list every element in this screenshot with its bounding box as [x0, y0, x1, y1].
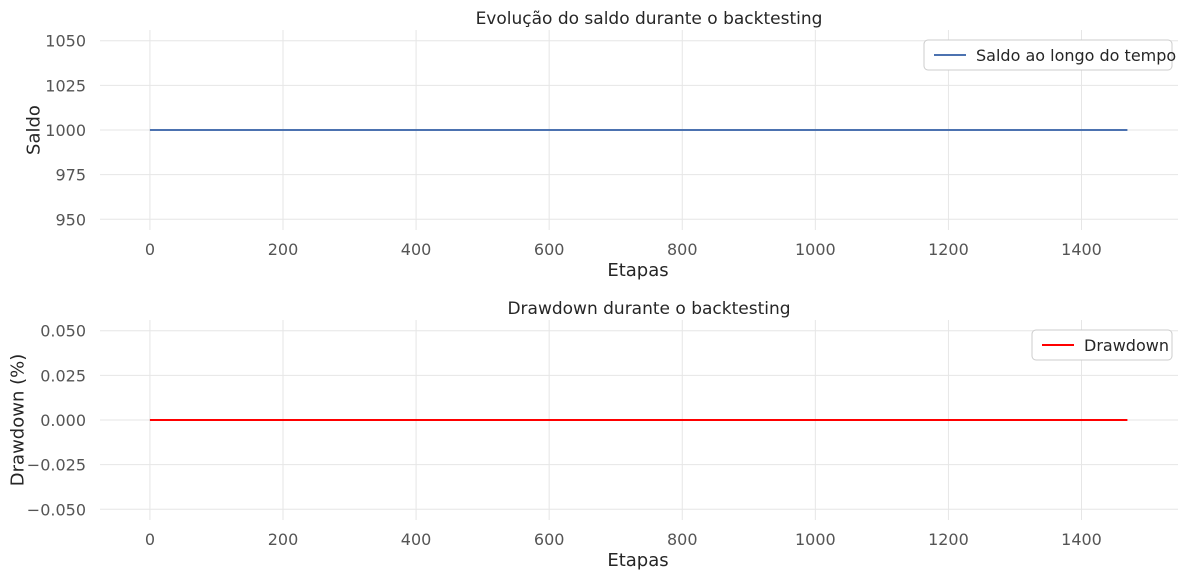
y-axis-title: Drawdown (%): [7, 354, 28, 486]
legend-label: Saldo ao longo do tempo: [976, 46, 1176, 65]
y-tick-label: 1050: [45, 32, 86, 51]
x-tick-label: 800: [667, 530, 698, 549]
legend: Saldo ao longo do tempo: [923, 39, 1176, 71]
x-tick-label: 0: [145, 530, 155, 549]
chart-title: Drawdown durante o backtesting: [507, 299, 790, 319]
x-tick-label: 600: [534, 530, 565, 549]
x-tick-label: 600: [534, 240, 565, 259]
chart-title: Evolução do saldo durante o backtesting: [476, 9, 823, 29]
x-tick-label: 200: [268, 240, 299, 259]
x-tick-label: 400: [401, 240, 432, 259]
x-tick-label: 1200: [928, 530, 969, 549]
x-tick-label: 400: [401, 530, 432, 549]
y-tick-label: 0.025: [40, 366, 86, 385]
y-tick-label: 975: [55, 166, 86, 185]
legend-frame: [923, 39, 1173, 71]
x-tick-label: 1200: [928, 240, 969, 259]
y-tick-label: 0.050: [40, 322, 86, 341]
x-tick-label: 0: [145, 240, 155, 259]
y-tick-label: 1025: [45, 76, 86, 95]
x-tick-label: 1000: [795, 530, 836, 549]
y-tick-label: 0.000: [40, 411, 86, 430]
y-tick-label: −0.050: [27, 500, 86, 519]
legend: Drawdown: [1031, 329, 1173, 361]
x-tick-label: 1400: [1061, 530, 1102, 549]
chart-panel-1: 0 200 400 600 800 1000 1200 1400 950 975 1000 1025 1…: [23, 9, 1178, 281]
x-tick-label: 200: [268, 530, 299, 549]
x-axis-title: Etapas: [607, 260, 668, 281]
x-tick-label: 1000: [795, 240, 836, 259]
y-tick-label: 1000: [45, 121, 86, 140]
x-tick-label: 1400: [1061, 240, 1102, 259]
x-tick-label: 800: [667, 240, 698, 259]
legend-label: Drawdown: [1084, 336, 1169, 355]
y-tick-label: −0.025: [27, 456, 86, 475]
chart-panel-2: 0 200 400 600 800 1000 1200 1400 −0.050 −0.025 0.0…: [7, 299, 1178, 571]
y-axis-title: Saldo: [23, 105, 44, 155]
y-tick-label: 950: [55, 210, 86, 229]
legend-frame: [1031, 329, 1173, 361]
x-axis-title: Etapas: [607, 550, 668, 571]
